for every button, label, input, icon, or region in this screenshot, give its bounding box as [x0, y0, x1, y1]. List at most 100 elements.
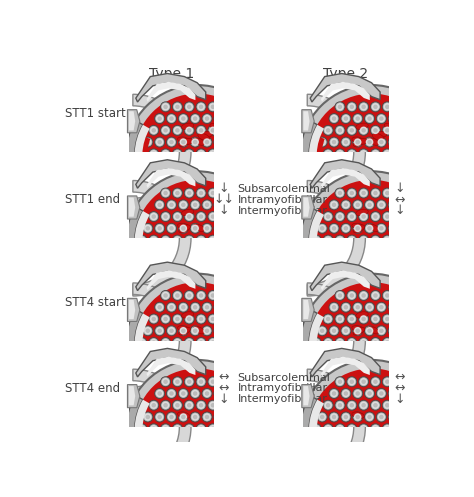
Circle shape	[173, 283, 181, 291]
Circle shape	[390, 248, 397, 255]
Circle shape	[418, 125, 428, 135]
Circle shape	[379, 462, 383, 466]
Circle shape	[189, 340, 192, 344]
Circle shape	[332, 249, 336, 254]
Circle shape	[415, 352, 419, 356]
Circle shape	[336, 127, 344, 134]
Circle shape	[234, 128, 239, 133]
Circle shape	[356, 305, 360, 310]
Circle shape	[397, 474, 401, 478]
Circle shape	[146, 164, 150, 168]
Circle shape	[178, 389, 188, 399]
Circle shape	[226, 373, 236, 383]
Circle shape	[240, 462, 245, 466]
Circle shape	[157, 376, 162, 380]
Circle shape	[420, 152, 425, 156]
Circle shape	[202, 208, 212, 218]
Circle shape	[195, 424, 201, 430]
Circle shape	[376, 137, 386, 147]
Circle shape	[370, 172, 381, 182]
Circle shape	[161, 400, 171, 410]
Circle shape	[220, 447, 230, 457]
Circle shape	[175, 340, 180, 345]
Circle shape	[213, 240, 219, 247]
Circle shape	[347, 290, 357, 301]
Circle shape	[366, 295, 374, 303]
Circle shape	[394, 361, 404, 371]
Circle shape	[359, 149, 369, 159]
Circle shape	[342, 128, 346, 131]
Circle shape	[409, 152, 413, 156]
Circle shape	[312, 339, 320, 346]
Circle shape	[197, 150, 205, 158]
Circle shape	[369, 150, 375, 155]
Circle shape	[126, 274, 268, 415]
Circle shape	[221, 260, 228, 267]
Circle shape	[232, 424, 242, 434]
Circle shape	[373, 293, 378, 298]
Circle shape	[205, 399, 209, 404]
Circle shape	[342, 138, 350, 146]
Wedge shape	[135, 400, 188, 492]
Circle shape	[319, 248, 326, 255]
Circle shape	[157, 116, 162, 121]
Circle shape	[181, 414, 186, 419]
Circle shape	[372, 260, 379, 267]
Circle shape	[251, 413, 258, 421]
Circle shape	[210, 317, 215, 321]
Circle shape	[360, 425, 367, 432]
Circle shape	[246, 261, 251, 266]
Circle shape	[143, 161, 153, 170]
Circle shape	[209, 402, 217, 409]
Circle shape	[193, 399, 198, 404]
Circle shape	[361, 340, 366, 345]
Circle shape	[342, 248, 350, 255]
Circle shape	[190, 459, 200, 469]
Circle shape	[324, 448, 332, 456]
Circle shape	[413, 304, 420, 311]
Circle shape	[200, 423, 204, 427]
Circle shape	[353, 389, 363, 399]
Circle shape	[208, 314, 218, 324]
Circle shape	[336, 173, 344, 181]
Circle shape	[239, 327, 246, 334]
Circle shape	[406, 447, 416, 457]
Circle shape	[395, 378, 403, 386]
Circle shape	[232, 212, 242, 222]
Circle shape	[199, 285, 203, 289]
Circle shape	[390, 115, 397, 122]
Circle shape	[188, 159, 192, 163]
Circle shape	[330, 413, 338, 421]
Circle shape	[215, 460, 223, 468]
Circle shape	[152, 364, 156, 368]
Ellipse shape	[352, 412, 364, 418]
Circle shape	[366, 374, 374, 382]
Polygon shape	[129, 111, 135, 131]
Circle shape	[191, 413, 199, 421]
Circle shape	[364, 142, 369, 147]
Circle shape	[361, 450, 366, 455]
Circle shape	[227, 115, 235, 122]
Circle shape	[348, 127, 356, 134]
Circle shape	[126, 85, 268, 227]
Circle shape	[378, 225, 385, 232]
Circle shape	[347, 172, 357, 182]
Circle shape	[409, 474, 413, 478]
Circle shape	[173, 235, 182, 245]
Circle shape	[330, 241, 337, 248]
Circle shape	[401, 115, 409, 122]
Circle shape	[205, 485, 209, 490]
Circle shape	[400, 412, 410, 422]
Wedge shape	[309, 221, 362, 304]
Circle shape	[360, 402, 367, 409]
Text: ↔: ↔	[219, 382, 229, 395]
Circle shape	[403, 203, 407, 207]
Circle shape	[337, 191, 342, 195]
Circle shape	[205, 376, 209, 380]
Circle shape	[374, 423, 379, 427]
Circle shape	[397, 104, 401, 109]
Circle shape	[234, 317, 239, 321]
Circle shape	[400, 223, 410, 234]
Circle shape	[237, 270, 247, 280]
Circle shape	[320, 249, 325, 254]
